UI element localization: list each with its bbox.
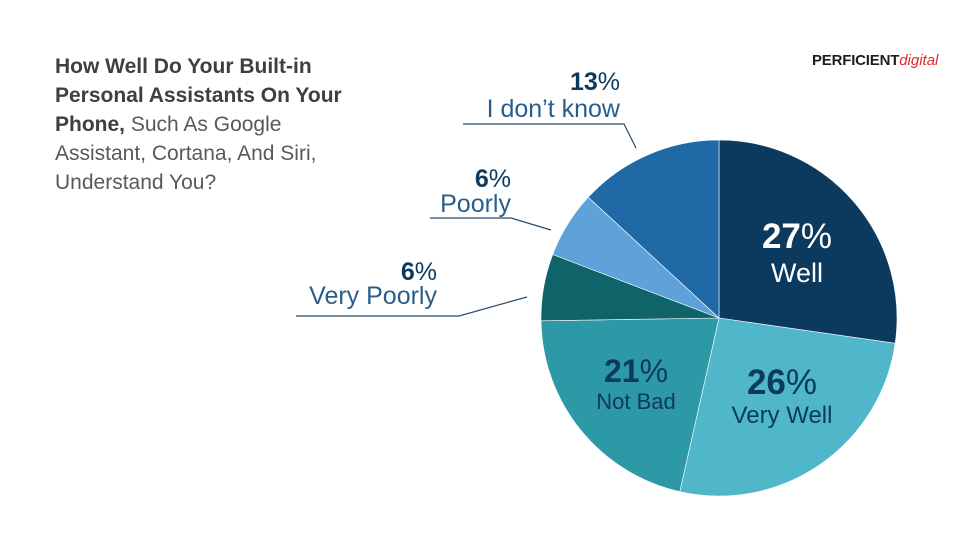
unit-very-well: % bbox=[786, 363, 817, 402]
value-very-well: 26 bbox=[747, 363, 786, 402]
chart-title: How Well Do Your Built-in Personal Assis… bbox=[55, 52, 355, 197]
data-label-not-bad: 21% bbox=[604, 353, 668, 389]
chart-title-bold: How Well Do Your Built-in Personal Assis… bbox=[55, 55, 342, 136]
data-label-very-well: 26% bbox=[747, 363, 817, 402]
pie-slice-well bbox=[718, 139, 898, 344]
logo-main-text: PERFICIENT bbox=[812, 52, 900, 69]
value-not-bad: 21 bbox=[604, 353, 640, 389]
value-well: 27 bbox=[762, 217, 801, 256]
leader-line-very-poorly bbox=[296, 296, 528, 317]
unit-poorly: % bbox=[489, 165, 511, 193]
chart-title-rest: Such As Google Assistant, Cortana, And S… bbox=[55, 113, 317, 194]
leader-line-poorly bbox=[430, 217, 552, 231]
unit-very-poorly: % bbox=[415, 258, 437, 286]
category-label-very-well: Very Well bbox=[732, 402, 833, 429]
data-label-very-poorly: 6% bbox=[401, 258, 437, 286]
data-label-i-don-t-know: 13% bbox=[570, 68, 620, 96]
pie-slice-i-don-t-know bbox=[587, 139, 720, 319]
value-i-don-t-know: 13 bbox=[570, 68, 598, 96]
data-label-poorly: 6% bbox=[475, 165, 511, 193]
category-label-very-poorly: Very Poorly bbox=[309, 282, 437, 310]
data-label-well: 27% bbox=[762, 217, 832, 256]
brand-logo: PERFICIENTdigital bbox=[812, 52, 938, 69]
category-label-i-don-t-know: I don’t know bbox=[487, 95, 621, 123]
logo-sub-text: digital bbox=[899, 52, 939, 69]
value-very-poorly: 6 bbox=[401, 258, 415, 286]
pie-slice-not-bad bbox=[540, 317, 720, 492]
unit-i-don-t-know: % bbox=[598, 68, 620, 96]
unit-not-bad: % bbox=[640, 353, 668, 389]
pie-slice-very-well bbox=[679, 317, 896, 497]
category-label-well: Well bbox=[771, 258, 823, 288]
unit-well: % bbox=[801, 217, 832, 256]
value-poorly: 6 bbox=[475, 165, 489, 193]
category-label-poorly: Poorly bbox=[440, 190, 511, 218]
leader-line-i-don-t-know bbox=[463, 123, 637, 149]
category-label-not-bad: Not Bad bbox=[596, 389, 676, 414]
